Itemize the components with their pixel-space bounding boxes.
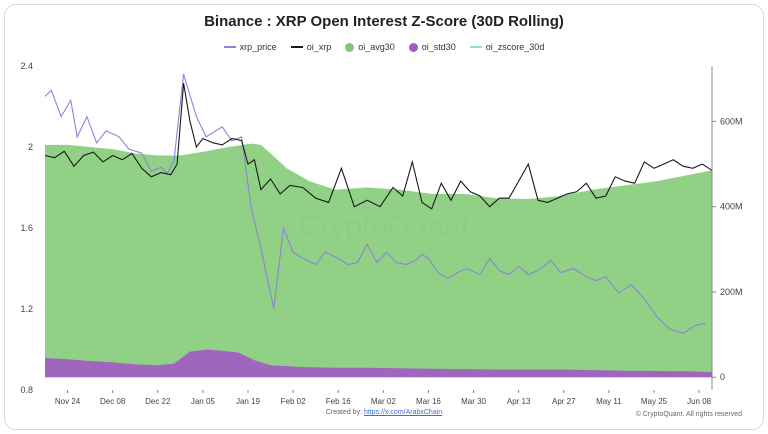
- x-tick-label: May 11: [596, 397, 622, 406]
- legend-item-oi-avg30[interactable]: oi_avg30: [345, 42, 395, 52]
- x-tick-label: Mar 16: [416, 397, 441, 406]
- legend-label-oi-xrp: oi_xrp: [306, 42, 332, 52]
- credit-link[interactable]: https://x.com/ArabxChain: [363, 409, 443, 416]
- legend-item-oi-std30[interactable]: oi_std30: [408, 42, 456, 52]
- x-tick-label: Mar 30: [461, 397, 486, 406]
- legend-item-xrp-price[interactable]: xrp_price: [223, 42, 277, 52]
- y-right-tick-label: 0: [720, 372, 725, 382]
- line-xrp-price: [44, 73, 706, 334]
- x-tick-label: Apr 13: [507, 397, 531, 406]
- legend-label-oi-avg30: oi_avg30: [358, 42, 395, 52]
- y-left-tick-label: 0.8: [20, 385, 33, 395]
- x-tick-label: Dec 08: [100, 397, 126, 406]
- legend-label-oi-std30: oi_std30: [421, 42, 456, 52]
- legend-swatch-oi-xrp: [290, 46, 303, 48]
- legend-label-oi-zscore: oi_zscore_30d: [485, 42, 545, 52]
- legend-item-oi-zscore[interactable]: oi_zscore_30d: [469, 42, 545, 52]
- y-left-tick-label: 2: [28, 142, 33, 152]
- legend-swatch-oi-zscore: [469, 46, 482, 48]
- y-right-tick-label: 600M: [720, 116, 743, 126]
- x-tick-label: Dec 22: [145, 397, 171, 406]
- x-tick-label: Nov 24: [55, 397, 81, 406]
- footer-credit: Created by: https://x.com/ArabxChain: [0, 409, 768, 416]
- y-left-tick-label: 1.2: [20, 304, 33, 314]
- x-tick-label: Jun 08: [687, 397, 712, 406]
- chart-title: Binance : XRP Open Interest Z-Score (30D…: [204, 13, 564, 30]
- area-oi-std30: [45, 349, 712, 378]
- x-tick-label: Mar 02: [371, 397, 396, 406]
- chart-legend: xrp_price oi_xrp oi_avg30 oi_std30 oi_zs…: [0, 42, 768, 52]
- y-right-tick-label: 200M: [720, 287, 743, 297]
- y-left-tick-label: 1.6: [20, 223, 33, 233]
- legend-swatch-oi-std30: [408, 42, 418, 52]
- y-right-tick-label: 400M: [720, 202, 743, 212]
- x-tick-label: Jan 19: [236, 397, 261, 406]
- legend-swatch-xrp-price: [223, 46, 236, 48]
- x-tick-label: Apr 27: [552, 397, 576, 406]
- legend-label-xrp-price: xrp_price: [239, 42, 277, 52]
- x-tick-label: Feb 16: [326, 397, 351, 406]
- x-tick-label: Jan 05: [191, 397, 216, 406]
- legend-swatch-oi-avg30: [345, 42, 355, 52]
- x-tick-label: Feb 02: [281, 397, 306, 406]
- legend-item-oi-xrp[interactable]: oi_xrp: [290, 42, 332, 52]
- credit-label: Created by:: [325, 409, 364, 416]
- y-left-tick-label: 2.4: [20, 61, 33, 71]
- x-tick-label: May 25: [641, 397, 668, 406]
- copyright-text: © CryptoQuant. All rights reserved: [635, 411, 742, 418]
- line-oi-xrp: [44, 83, 713, 210]
